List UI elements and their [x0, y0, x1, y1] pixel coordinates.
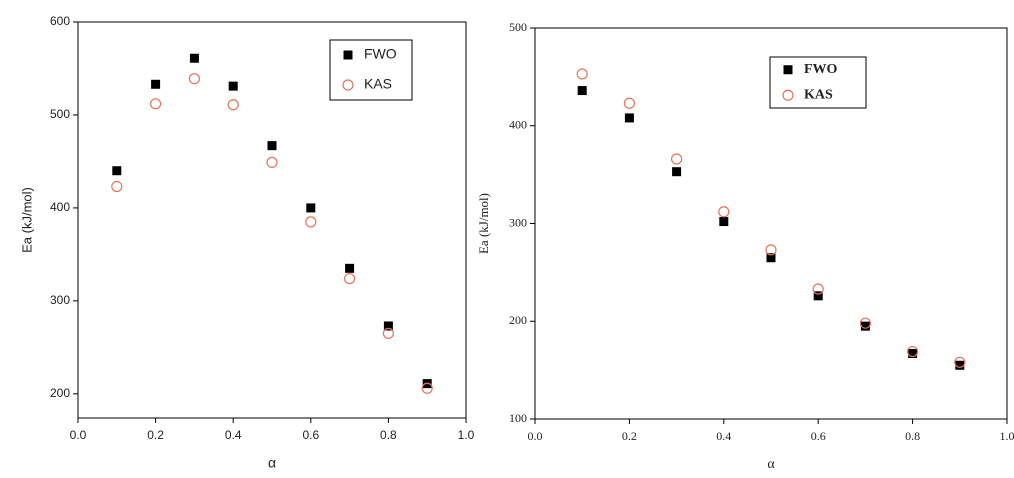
point	[342, 79, 354, 91]
x-tick-label: 0.2	[622, 429, 637, 443]
chart: 0.0 0.2 0.4 0.6 0.8 1.0 100 200 300 400 500 α Ea (kJ…	[476, 20, 1014, 472]
x-tick-label: 1.0	[458, 428, 475, 442]
point	[670, 153, 683, 165]
point	[382, 327, 394, 340]
point	[719, 217, 729, 227]
point	[766, 253, 776, 263]
point	[150, 98, 162, 110]
point	[860, 321, 870, 331]
y-tick-label: 400	[50, 200, 70, 214]
point	[189, 53, 199, 63]
legend-label: FWO	[804, 62, 838, 77]
point	[859, 317, 872, 329]
point	[112, 166, 122, 176]
point	[344, 272, 356, 285]
point	[267, 141, 277, 151]
x-tick-label: 0.8	[905, 429, 920, 443]
y-tick-label: 600	[50, 14, 70, 28]
x-tick-label: 0.0	[528, 429, 543, 443]
x-tick-label: 0.6	[811, 429, 826, 443]
point	[576, 68, 588, 80]
point	[383, 321, 393, 331]
point	[623, 97, 636, 109]
point	[908, 349, 918, 359]
x-tick-label: 0.4	[716, 429, 731, 443]
point	[906, 345, 919, 358]
point	[672, 167, 682, 177]
y-tick-label: 200	[50, 386, 70, 400]
y-axis-label: Ea (kJ/mol)	[19, 187, 34, 253]
point	[624, 113, 634, 123]
point	[305, 216, 317, 228]
y-tick-label: 300	[509, 215, 527, 229]
x-axis-label: α	[268, 455, 276, 471]
point	[765, 244, 777, 256]
point	[955, 360, 965, 370]
point	[782, 89, 794, 101]
x-tick-label: 0.2	[147, 428, 164, 442]
legend-label: KAS	[804, 87, 833, 102]
legend-label: KAS	[364, 76, 392, 92]
point	[783, 65, 793, 75]
point	[228, 81, 238, 91]
point	[227, 99, 239, 111]
x-axis-label: α	[767, 457, 775, 472]
x-tick-label: 1.0	[1000, 429, 1014, 443]
y-tick-label: 500	[509, 20, 527, 34]
point	[813, 291, 823, 301]
point	[111, 180, 123, 193]
point	[343, 50, 353, 60]
point	[151, 79, 161, 89]
point	[188, 73, 200, 85]
y-tick-label: 400	[509, 118, 527, 132]
legend-box	[329, 39, 413, 101]
x-tick-label: 0.6	[302, 428, 319, 442]
y-axis-label: Ea (kJ/mol)	[476, 193, 491, 254]
legend-label: FWO	[364, 46, 397, 62]
x-tick-label: 0.8	[380, 428, 397, 442]
point	[812, 283, 824, 295]
point	[345, 263, 355, 273]
point	[306, 203, 316, 213]
x-tick-label: 0.0	[70, 428, 87, 442]
y-tick-label: 200	[509, 313, 527, 327]
point	[266, 156, 278, 168]
y-tick-label: 300	[50, 293, 70, 307]
chart: 0.0 0.2 0.4 0.6 0.8 1.0 200 300 400 500 600 α Ea (kJ…	[19, 14, 474, 471]
point	[577, 86, 587, 96]
point	[954, 356, 966, 368]
y-tick-label: 500	[50, 107, 70, 121]
plot-frame	[77, 21, 467, 419]
x-tick-label: 0.4	[225, 428, 242, 442]
y-tick-label: 100	[509, 411, 527, 425]
point	[718, 206, 730, 218]
point	[421, 382, 433, 394]
